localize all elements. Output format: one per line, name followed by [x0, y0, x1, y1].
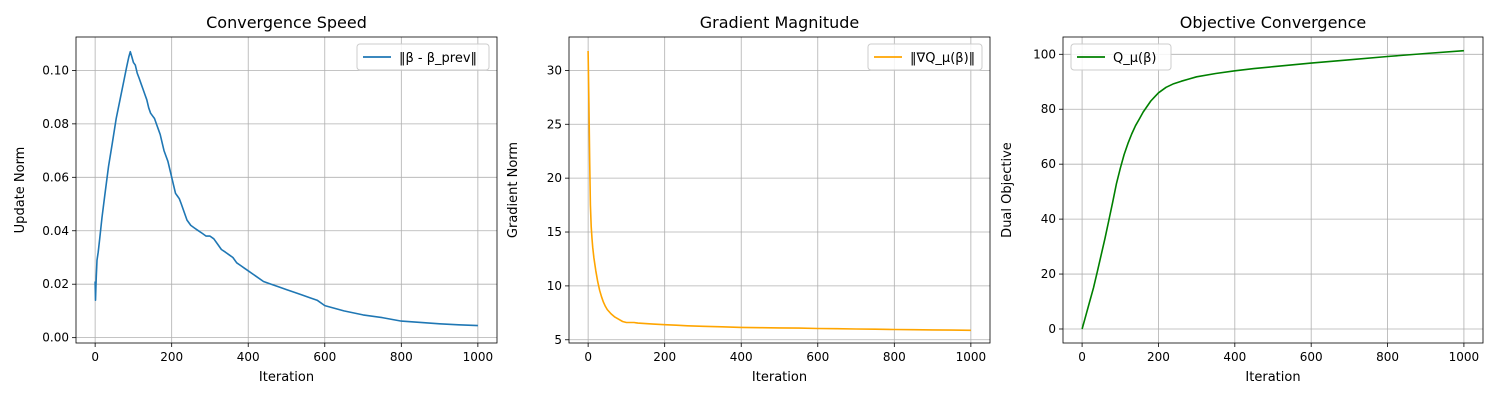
legend-label: Q_μ(β) [1113, 51, 1156, 66]
y-tick-label: 0.10 [42, 63, 69, 77]
x-tick-label: 200 [653, 350, 676, 364]
y-tick-label: 40 [1041, 212, 1056, 226]
y-tick-label: 0 [1048, 322, 1056, 336]
x-axis-label: Iteration [1245, 370, 1300, 385]
x-tick-label: 0 [1078, 350, 1086, 364]
x-tick-label: 800 [390, 350, 413, 364]
y-tick-label: 0.00 [42, 331, 69, 345]
y-tick-label: 25 [547, 117, 562, 131]
y-axis-label: Gradient Norm [506, 142, 521, 238]
y-tick-label: 0.08 [42, 117, 69, 131]
chart-title: Objective Convergence [1180, 13, 1366, 32]
y-axis-label: Update Norm [13, 147, 28, 234]
x-tick-label: 200 [160, 350, 183, 364]
x-tick-label: 1000 [956, 350, 987, 364]
x-tick-label: 800 [1376, 350, 1399, 364]
y-tick-label: 15 [547, 225, 562, 239]
series-line [1081, 49, 1464, 330]
y-tick-label: 20 [547, 171, 562, 185]
y-tick-label: 60 [1041, 157, 1056, 171]
x-tick-label: 600 [806, 350, 829, 364]
grid [1063, 37, 1483, 343]
x-tick-label: 400 [1223, 350, 1246, 364]
grid [76, 37, 497, 343]
y-axis-label: Dual Objective [1000, 142, 1015, 238]
grid [569, 37, 990, 343]
x-tick-label: 0 [91, 350, 99, 364]
x-tick-label: 400 [730, 350, 753, 364]
y-tick-label: 0.02 [42, 277, 69, 291]
y-tick-label: 0.06 [42, 170, 69, 184]
y-tick-label: 20 [1041, 267, 1056, 281]
chart-panel-objective-convergence: Objective Convergence Iteration Dual Obj… [1000, 13, 1484, 385]
legend-label: ‖∇Q_μ(β)‖ [910, 51, 975, 66]
chart-panel-convergence-speed: Convergence Speed Iteration Update Norm … [13, 13, 498, 385]
series-line [587, 50, 971, 332]
y-tick-label: 10 [547, 279, 562, 293]
plot-frame [568, 36, 991, 344]
y-tick-label: 80 [1041, 102, 1056, 116]
chart-title: Gradient Magnitude [700, 13, 860, 32]
plot-frame [75, 36, 498, 344]
x-tick-label: 800 [883, 350, 906, 364]
chart-title: Convergence Speed [206, 13, 367, 32]
x-axis-label: Iteration [752, 370, 807, 385]
legend-label: ‖β - β_prev‖ [399, 51, 477, 66]
series-line [94, 50, 478, 327]
y-tick-label: 30 [547, 63, 562, 77]
x-tick-label: 0 [584, 350, 592, 364]
legend-box [356, 43, 490, 71]
x-tick-label: 1000 [1449, 350, 1480, 364]
y-tick-label: 5 [554, 333, 562, 347]
chart-panel-gradient-magnitude: Gradient Magnitude Iteration Gradient No… [506, 13, 991, 385]
plot-frame [1062, 36, 1484, 344]
x-tick-label: 600 [1300, 350, 1323, 364]
x-tick-label: 200 [1147, 350, 1170, 364]
x-tick-label: 400 [237, 350, 260, 364]
y-tick-label: 100 [1033, 47, 1056, 61]
legend-box [1070, 43, 1172, 71]
legend-box [867, 43, 983, 71]
x-axis-label: Iteration [259, 370, 314, 385]
x-tick-label: 600 [313, 350, 336, 364]
x-tick-label: 1000 [463, 350, 494, 364]
y-tick-label: 0.04 [42, 224, 69, 238]
